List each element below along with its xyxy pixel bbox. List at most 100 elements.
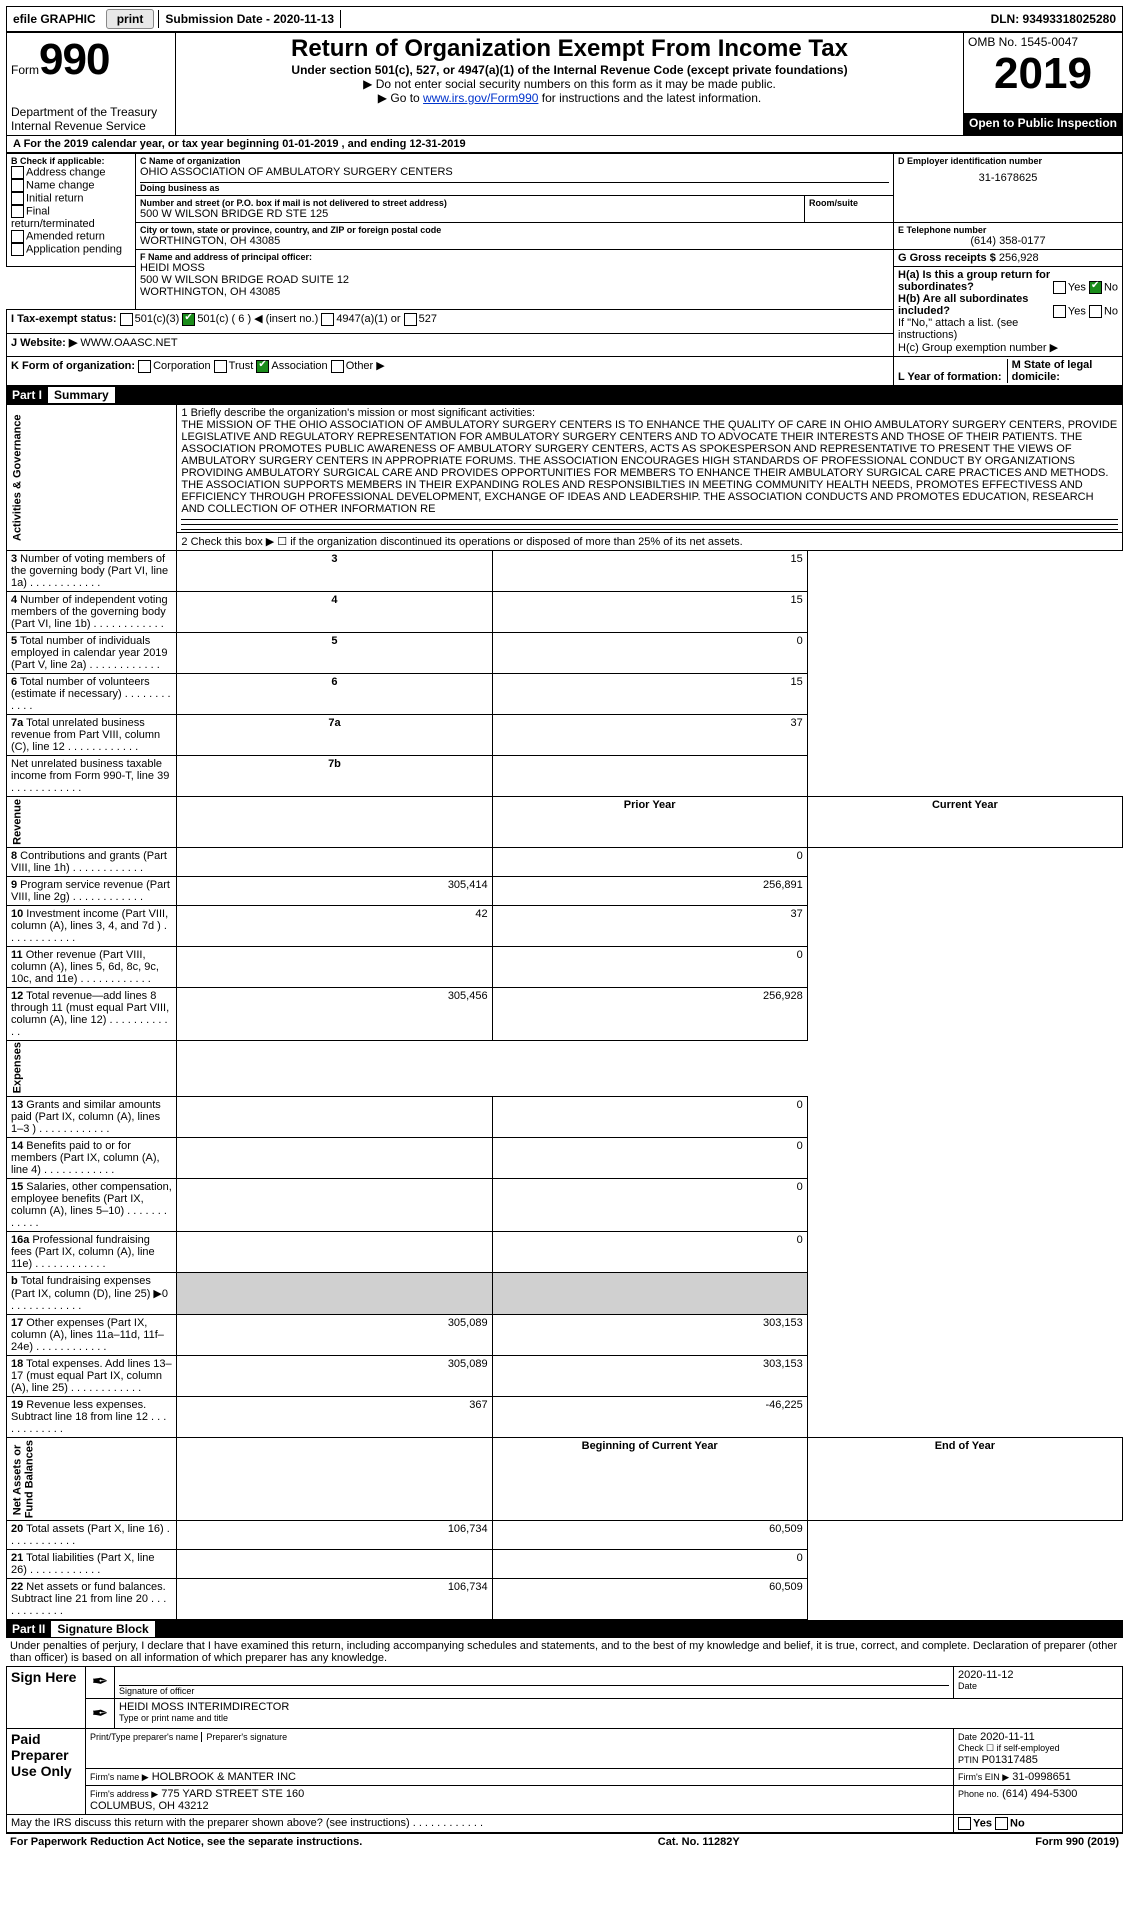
sig-name-label: Type or print name and title [119, 1713, 1118, 1723]
form-title: Return of Organization Exempt From Incom… [180, 35, 959, 63]
firm-city: COLUMBUS, OH 43212 [90, 1800, 949, 1812]
box-l: L Year of formation: [898, 371, 1002, 383]
officer-addr: 500 W WILSON BRIDGE ROAD SUITE 12 [140, 274, 889, 286]
irs-link[interactable]: www.irs.gov/Form990 [423, 91, 538, 105]
firm-addr: 775 YARD STREET STE 160 [161, 1788, 304, 1800]
city-label: City or town, state or province, country… [140, 225, 889, 235]
phone: (614) 358-0177 [898, 235, 1118, 247]
mission-label: 1 Briefly describe the organization's mi… [181, 407, 1118, 419]
cat-no: Cat. No. 11282Y [658, 1836, 740, 1848]
room-label: Room/suite [809, 198, 889, 208]
form-prefix: Form [11, 63, 39, 77]
h-c: H(c) Group exemption number ▶ [898, 341, 1118, 354]
box-c-label: C Name of organization [140, 156, 889, 166]
addr: 500 W WILSON BRIDGE RD STE 125 [140, 208, 800, 220]
line2: 2 Check this box ▶ ☐ if the organization… [177, 533, 1123, 551]
dln: DLN: 93493318025280 [985, 10, 1122, 28]
table-row: 21 Total liabilities (Part X, line 26) 0 [7, 1550, 1123, 1579]
table-row: 13 Grants and similar amounts paid (Part… [7, 1097, 1123, 1138]
city: WORTHINGTON, OH 43085 [140, 235, 889, 247]
self-employed: Check ☐ if self-employed [958, 1743, 1118, 1754]
pen-icon-2: ✒ [86, 1699, 115, 1729]
sign-here: Sign Here [7, 1667, 86, 1729]
chk-amended[interactable]: Amended return [11, 230, 131, 243]
pra: For Paperwork Reduction Act Notice, see … [10, 1836, 362, 1848]
table-row: 9 Program service revenue (Part VIII, li… [7, 876, 1123, 905]
chk-final[interactable]: Final return/terminated [11, 205, 131, 230]
chk-name[interactable]: Name change [11, 179, 131, 192]
box-e-label: E Telephone number [898, 225, 1118, 235]
box-m: M State of legal domicile: [1012, 359, 1093, 383]
table-row: 6 Total number of volunteers (estimate i… [7, 674, 1123, 715]
box-b-label: B Check if applicable: [11, 156, 131, 166]
table-row: 7a Total unrelated business revenue from… [7, 715, 1123, 756]
submission-date: Submission Date - 2020-11-13 [158, 10, 341, 28]
pen-icon: ✒ [86, 1667, 115, 1699]
box-g-label: G Gross receipts $ [898, 252, 996, 264]
gross-receipts: 256,928 [999, 252, 1039, 264]
firm-name: HOLBROOK & MANTER INC [152, 1771, 296, 1783]
mission-text: THE MISSION OF THE OHIO ASSOCIATION OF A… [181, 419, 1118, 515]
officer-name: HEIDI MOSS [140, 262, 889, 274]
current-year-label: Current Year [807, 797, 1122, 848]
vlabel-revenue: Revenue [7, 797, 177, 848]
chk-pending[interactable]: Application pending [11, 243, 131, 256]
prep-name-label: Print/Type preparer's name [90, 1732, 198, 1742]
table-row: 14 Benefits paid to or for members (Part… [7, 1138, 1123, 1179]
h-b: H(b) Are all subordinates included? Yes … [898, 293, 1118, 317]
box-d-label: D Employer identification number [898, 156, 1118, 166]
part2-header: Part IISignature Block [6, 1620, 1123, 1638]
ptin: P01317485 [982, 1754, 1038, 1766]
table-row: 22 Net assets or fund balances. Subtract… [7, 1579, 1123, 1620]
box-j-label: J Website: ▶ [11, 337, 77, 349]
vlabel-expenses: Expenses [7, 1040, 177, 1096]
may-irs: May the IRS discuss this return with the… [7, 1815, 954, 1833]
sig-name: HEIDI MOSS INTERIMDIRECTOR [119, 1701, 1118, 1713]
firm-phone: (614) 494-5300 [1002, 1788, 1077, 1800]
form-ref: Form 990 (2019) [1035, 1836, 1119, 1848]
form-subtitle: Under section 501(c), 527, or 4947(a)(1)… [180, 63, 959, 77]
open-inspection: Open to Public Inspection [964, 113, 1123, 135]
table-row: 11 Other revenue (Part VIII, column (A),… [7, 946, 1123, 987]
chk-initial[interactable]: Initial return [11, 192, 131, 205]
efile-label: efile GRAPHIC [7, 10, 102, 28]
note1: ▶ Do not enter social security numbers o… [180, 77, 959, 91]
table-row: 16a Professional fundraising fees (Part … [7, 1232, 1123, 1273]
topbar: efile GRAPHIC print Submission Date - 20… [6, 6, 1123, 32]
table-row: 18 Total expenses. Add lines 13–17 (must… [7, 1356, 1123, 1397]
box-k-label: K Form of organization: [11, 360, 135, 372]
addr-label: Number and street (or P.O. box if mail i… [140, 198, 800, 208]
table-row: 20 Total assets (Part X, line 16) 106,73… [7, 1521, 1123, 1550]
table-row: 4 Number of independent voting members o… [7, 592, 1123, 633]
officer-city: WORTHINGTON, OH 43085 [140, 286, 889, 298]
h-b-note: If "No," attach a list. (see instruction… [898, 317, 1118, 341]
sig-date-label: Date [958, 1681, 1118, 1691]
prep-sig-label: Preparer's signature [201, 1732, 550, 1742]
table-row: 8 Contributions and grants (Part VIII, l… [7, 847, 1123, 876]
sig-officer-label: Signature of officer [119, 1686, 949, 1696]
table-row: 5 Total number of individuals employed i… [7, 633, 1123, 674]
omb: OMB No. 1545-0047 [968, 35, 1118, 49]
paid-preparer: Paid Preparer Use Only [7, 1729, 86, 1815]
bcy-label: Beginning of Current Year [492, 1438, 807, 1521]
form-number: 990 [39, 35, 109, 84]
h-a: H(a) Is this a group return for subordin… [898, 269, 1118, 293]
table-row: 12 Total revenue—add lines 8 through 11 … [7, 987, 1123, 1040]
prior-year-label: Prior Year [492, 797, 807, 848]
line-a: A For the 2019 calendar year, or tax yea… [6, 136, 1123, 153]
table-row: 10 Investment income (Part VIII, column … [7, 905, 1123, 946]
sig-date: 2020-11-12 [958, 1669, 1118, 1681]
declaration: Under penalties of perjury, I declare th… [6, 1638, 1123, 1666]
org-name: OHIO ASSOCIATION OF AMBULATORY SURGERY C… [140, 166, 889, 178]
section-a-k: B Check if applicable: Address change Na… [6, 153, 1123, 386]
dba-label: Doing business as [140, 183, 889, 193]
form-header: Form990 Department of the Treasury Inter… [6, 32, 1123, 136]
firm-ein: 31-0998651 [1012, 1771, 1071, 1783]
footer: For Paperwork Reduction Act Notice, see … [6, 1833, 1123, 1850]
signature-block: Sign Here ✒ Signature of officer 2020-11… [6, 1666, 1123, 1833]
dept: Department of the Treasury Internal Reve… [11, 105, 171, 133]
tax-year: 2019 [968, 49, 1118, 99]
chk-address[interactable]: Address change [11, 166, 131, 179]
table-row: Net unrelated business taxable income fr… [7, 756, 1123, 797]
print-button[interactable]: print [106, 9, 155, 29]
